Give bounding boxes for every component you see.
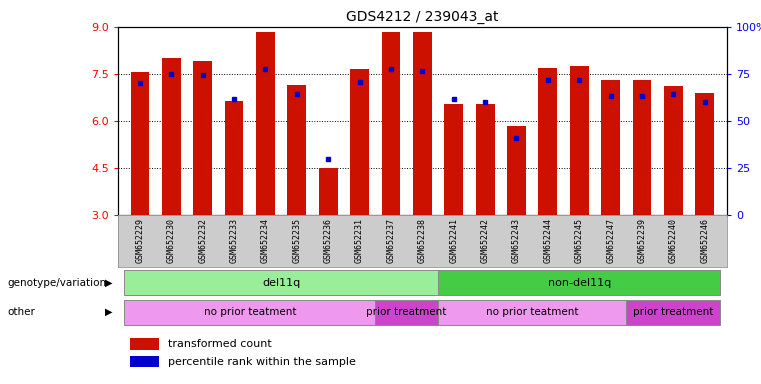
- Bar: [130, 72, 149, 215]
- Text: GSM652235: GSM652235: [292, 218, 301, 263]
- Text: del11q: del11q: [262, 278, 301, 288]
- Text: GSM652241: GSM652241: [449, 218, 458, 263]
- Text: GSM652231: GSM652231: [355, 218, 364, 263]
- Text: GSM652230: GSM652230: [167, 218, 176, 263]
- Bar: [507, 126, 526, 215]
- Text: no prior teatment: no prior teatment: [203, 307, 296, 317]
- Text: non-del11q: non-del11q: [548, 278, 611, 288]
- Bar: [570, 66, 589, 215]
- Bar: [626, 300, 721, 324]
- Text: GSM652244: GSM652244: [543, 218, 552, 263]
- Bar: [696, 93, 715, 215]
- Text: GSM652236: GSM652236: [323, 218, 333, 263]
- Text: GSM652238: GSM652238: [418, 218, 427, 263]
- Bar: [444, 104, 463, 215]
- Bar: [413, 31, 431, 215]
- Bar: [438, 270, 721, 295]
- Text: GSM652240: GSM652240: [669, 218, 678, 263]
- Text: prior treatment: prior treatment: [633, 307, 714, 317]
- Text: GSM652233: GSM652233: [230, 218, 238, 263]
- Text: genotype/variation: genotype/variation: [8, 278, 107, 288]
- Bar: [381, 31, 400, 215]
- Bar: [130, 356, 159, 367]
- Bar: [319, 168, 338, 215]
- Bar: [350, 69, 369, 215]
- Bar: [664, 86, 683, 215]
- Text: GSM652234: GSM652234: [261, 218, 270, 263]
- Bar: [162, 58, 180, 215]
- Bar: [438, 300, 626, 324]
- Text: GSM652242: GSM652242: [481, 218, 489, 263]
- Text: GSM652237: GSM652237: [387, 218, 396, 263]
- Text: no prior teatment: no prior teatment: [486, 307, 578, 317]
- Text: prior treatment: prior treatment: [367, 307, 447, 317]
- Text: percentile rank within the sample: percentile rank within the sample: [168, 357, 356, 367]
- Text: GSM652229: GSM652229: [135, 218, 145, 263]
- Bar: [130, 338, 159, 350]
- Bar: [224, 101, 244, 215]
- Title: GDS4212 / 239043_at: GDS4212 / 239043_at: [346, 10, 498, 25]
- Bar: [476, 104, 495, 215]
- Text: GSM652245: GSM652245: [575, 218, 584, 263]
- Bar: [288, 85, 306, 215]
- Bar: [601, 80, 620, 215]
- Text: GSM652243: GSM652243: [512, 218, 521, 263]
- Bar: [539, 68, 557, 215]
- Text: GSM652246: GSM652246: [700, 218, 709, 263]
- Bar: [632, 80, 651, 215]
- Text: ▶: ▶: [105, 278, 113, 288]
- Bar: [375, 300, 438, 324]
- Text: other: other: [8, 307, 36, 317]
- Bar: [193, 61, 212, 215]
- Bar: [256, 31, 275, 215]
- Text: GSM652247: GSM652247: [607, 218, 615, 263]
- Text: ▶: ▶: [105, 307, 113, 317]
- Bar: [124, 300, 375, 324]
- Text: GSM652232: GSM652232: [198, 218, 207, 263]
- Text: GSM652239: GSM652239: [638, 218, 647, 263]
- Bar: [124, 270, 438, 295]
- Text: transformed count: transformed count: [168, 339, 272, 349]
